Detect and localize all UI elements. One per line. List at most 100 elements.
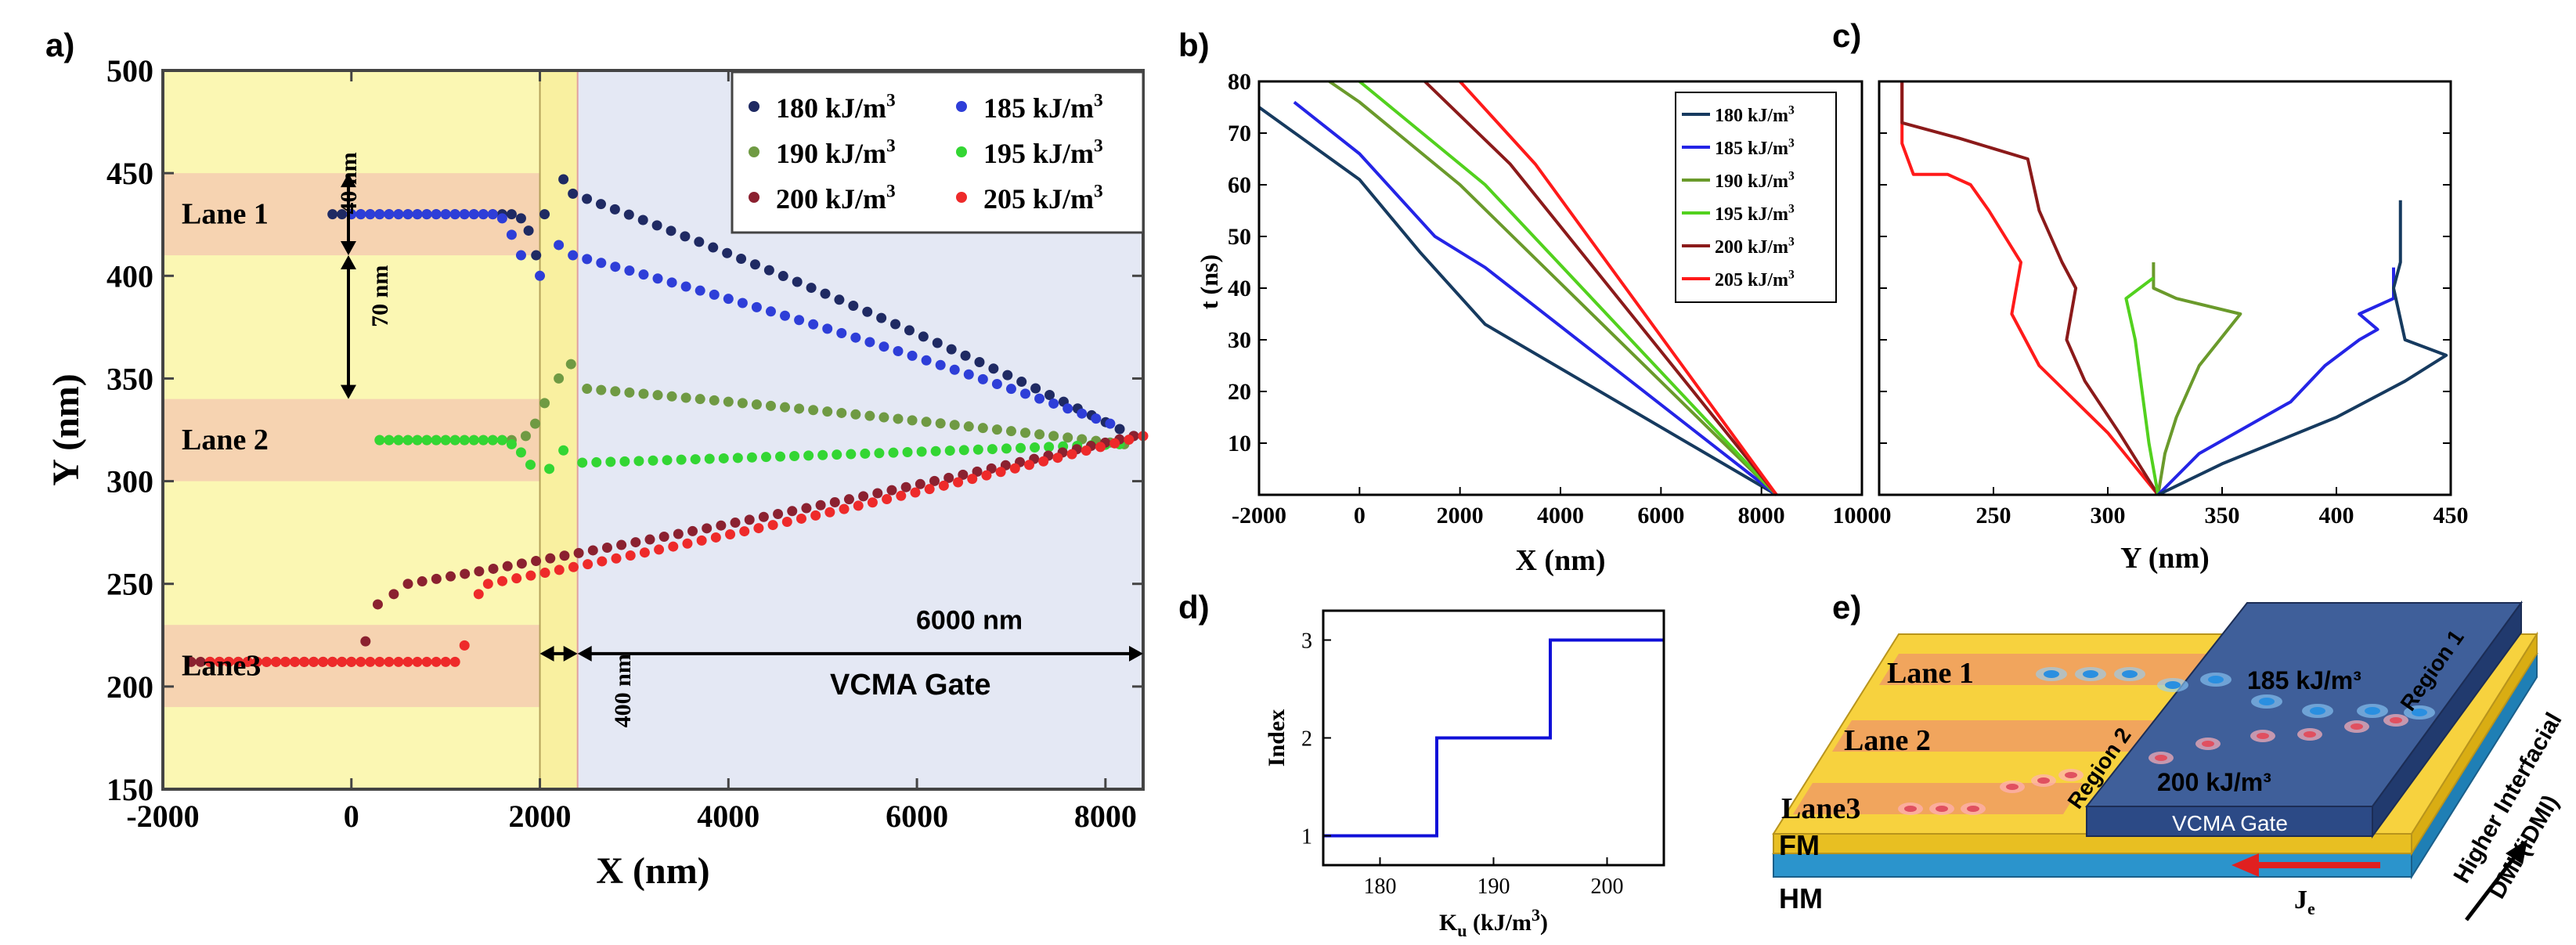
point-s5-58: [896, 490, 907, 501]
point-s1-54: [1034, 393, 1045, 404]
point-s5-56: [867, 497, 878, 508]
point-s4-50: [815, 500, 826, 510]
blue-skyrmion-2: [2122, 670, 2138, 678]
point-s2-41: [879, 412, 889, 423]
point-s0-45: [848, 301, 859, 312]
point-s1-48: [949, 364, 960, 375]
legend-marker: [956, 101, 967, 112]
point-s3-4: [412, 435, 423, 445]
point-s5-29: [482, 579, 493, 590]
y-tick-label: 70: [1228, 121, 1251, 146]
point-s0-57: [1016, 377, 1027, 388]
legend-label: 185 kJ/m3: [1715, 136, 1795, 159]
x-tick-label: 8000: [1738, 503, 1785, 528]
point-s3-35: [803, 450, 814, 461]
point-s3-8: [449, 435, 460, 445]
point-s3-47: [972, 444, 983, 455]
lane2-track: [1832, 720, 2161, 752]
point-s3-42: [902, 447, 913, 458]
point-s1-42: [864, 337, 875, 348]
point-s0-24: [558, 174, 569, 185]
point-s5-14: [337, 656, 348, 667]
point-s5-31: [511, 573, 522, 584]
point-s1-40: [836, 328, 847, 339]
point-s3-52: [1044, 442, 1055, 453]
point-s3-1: [384, 435, 395, 445]
point-s5-9: [290, 656, 301, 667]
point-s2-54: [1063, 432, 1073, 443]
point-s4-18: [360, 636, 371, 647]
point-s2-39: [850, 409, 861, 420]
point-s5-37: [597, 556, 608, 567]
panel-c-ticks: 250 300 350 400 450: [1879, 81, 2469, 528]
point-s1-28: [666, 277, 677, 288]
point-s3-2: [393, 435, 404, 445]
point-s4-0: [186, 656, 197, 667]
point-s3-17: [544, 463, 555, 474]
point-s0-48: [890, 319, 901, 330]
panel-d-ticks: 180 190 200 1 2 3: [1301, 629, 1624, 900]
point-s1-24: [610, 261, 621, 272]
point-s3-14: [506, 438, 517, 449]
legend-label-sup: 3: [1788, 268, 1795, 281]
red-skyrmion-1: [1936, 806, 1948, 812]
point-s0-37: [736, 253, 747, 264]
legend-label: 205 kJ/m3: [983, 182, 1103, 215]
point-s4-21: [402, 579, 413, 590]
point-s2-37: [822, 406, 833, 417]
point-s4-47: [773, 509, 784, 520]
legend-box: [1675, 92, 1837, 303]
y-tick-label: 50: [1228, 224, 1251, 250]
point-s5-65: [995, 467, 1006, 478]
x-tick-label: 180: [1364, 875, 1397, 899]
line-3: [1358, 80, 1778, 496]
point-s0-42: [806, 283, 817, 294]
point-s3-48: [987, 444, 998, 455]
point-s0-1: [337, 209, 348, 220]
arrow-400nm-head-left: [539, 645, 554, 662]
point-s4-54: [872, 488, 883, 499]
point-s2-47: [963, 421, 974, 432]
point-s3-39: [860, 448, 871, 459]
point-s3-16: [525, 460, 536, 471]
point-s2-32: [751, 399, 762, 410]
point-s0-47: [876, 312, 887, 323]
point-s1-59: [1105, 418, 1116, 429]
point-s0-50: [918, 331, 929, 342]
e-fm-label: FM: [1779, 829, 1820, 861]
point-s2-38: [836, 407, 847, 418]
point-s5-19: [384, 656, 395, 667]
point-s4-57: [915, 478, 925, 489]
blue-skyrmion-5: [2259, 698, 2275, 705]
legend-label-main: 205 kJ/m: [1715, 270, 1788, 290]
arrow-40nm-head-bottom: [341, 241, 356, 256]
legend-label-main: 200 kJ/m: [1715, 237, 1788, 258]
legend-label: 195 kJ/m3: [983, 136, 1103, 169]
point-s0-33: [680, 231, 691, 242]
point-s3-41: [888, 447, 899, 458]
legend-label-main: 205 kJ/m: [983, 183, 1094, 215]
point-s5-54: [839, 503, 850, 514]
point-s0-34: [694, 236, 705, 247]
point-s4-28: [502, 561, 513, 572]
red-skyrmion-3: [2006, 784, 2019, 790]
point-s3-13: [496, 435, 507, 445]
legend-label-sup: 3: [1094, 182, 1103, 202]
point-s1-31: [709, 289, 720, 300]
point-s5-2: [223, 656, 234, 667]
e-hm-label: HM: [1779, 882, 1823, 914]
legend-label-sup: 3: [1788, 103, 1795, 117]
x-tick-label: 350: [2205, 503, 2240, 528]
point-s1-9: [431, 209, 442, 220]
panel-a-annotations: Lane 1 Lane 2 Lane3 40 nm 70 nm 400 nm 6…: [182, 152, 1143, 727]
point-s3-24: [648, 455, 658, 466]
point-s1-32: [723, 294, 734, 305]
legend-label: 190 kJ/m3: [776, 136, 896, 169]
point-s1-18: [515, 250, 526, 261]
point-s0-41: [792, 276, 803, 287]
point-s1-36: [780, 310, 791, 321]
y-tick-label: 200: [106, 669, 153, 705]
x-tick-label: 250: [1976, 503, 2011, 528]
point-s0-22: [531, 250, 542, 261]
